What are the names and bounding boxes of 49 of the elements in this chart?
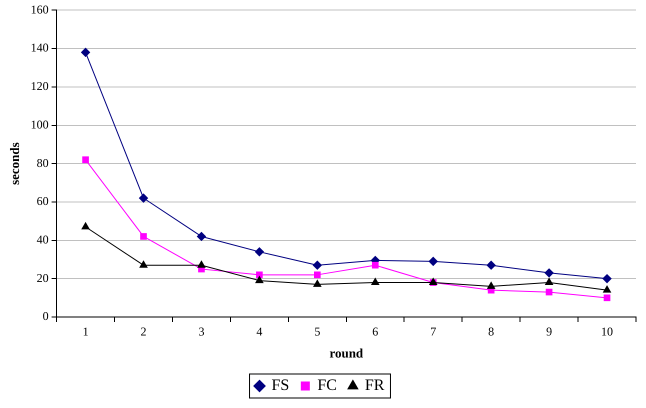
x-tick-label: 3 (198, 324, 204, 338)
point (139, 194, 148, 203)
point (314, 271, 321, 278)
y-tick-label: 60 (36, 194, 49, 208)
legend-label: FS (272, 377, 290, 394)
point (255, 276, 264, 284)
point (256, 271, 263, 278)
x-tick-label: 1 (82, 324, 89, 338)
y-tick-label: 0 (42, 309, 49, 324)
point (312, 260, 322, 270)
point (546, 288, 552, 296)
x-tick-label: 9 (546, 324, 552, 338)
point (197, 260, 206, 268)
point (82, 156, 89, 164)
x-axis-title: round (329, 346, 364, 361)
point (545, 278, 554, 285)
point (140, 233, 147, 240)
y-tick-label: 80 (36, 156, 49, 170)
y-tick-label: 100 (30, 117, 49, 132)
point (196, 232, 206, 241)
y-tick-label: 40 (36, 232, 49, 246)
point (313, 280, 322, 287)
x-tick-label: 4 (256, 324, 262, 338)
point (487, 282, 496, 289)
point (254, 247, 264, 256)
point (486, 260, 496, 270)
x-tick-label: 8 (488, 324, 494, 338)
point (372, 262, 379, 269)
point (544, 268, 554, 278)
point (81, 48, 90, 57)
point (371, 278, 380, 285)
point (428, 256, 438, 266)
x-tick-label: 5 (314, 324, 320, 338)
point (604, 294, 610, 302)
x-tick-label: 7 (430, 324, 436, 338)
point (602, 274, 612, 284)
legend-label: FC (317, 377, 337, 394)
point (603, 286, 611, 293)
x-tick-label: 2 (140, 324, 147, 338)
y-tick-label: 20 (36, 270, 49, 285)
point (82, 222, 90, 230)
x-tick-label: 6 (372, 324, 378, 338)
point (140, 260, 148, 268)
legend-label: FR (364, 377, 385, 394)
x-tick-label: 10 (601, 324, 614, 338)
y-tick-label: 120 (30, 79, 49, 94)
y-tick-label: 160 (30, 2, 49, 16)
y-axis-title: seconds (7, 142, 22, 185)
y-tick-label: 140 (30, 40, 49, 55)
